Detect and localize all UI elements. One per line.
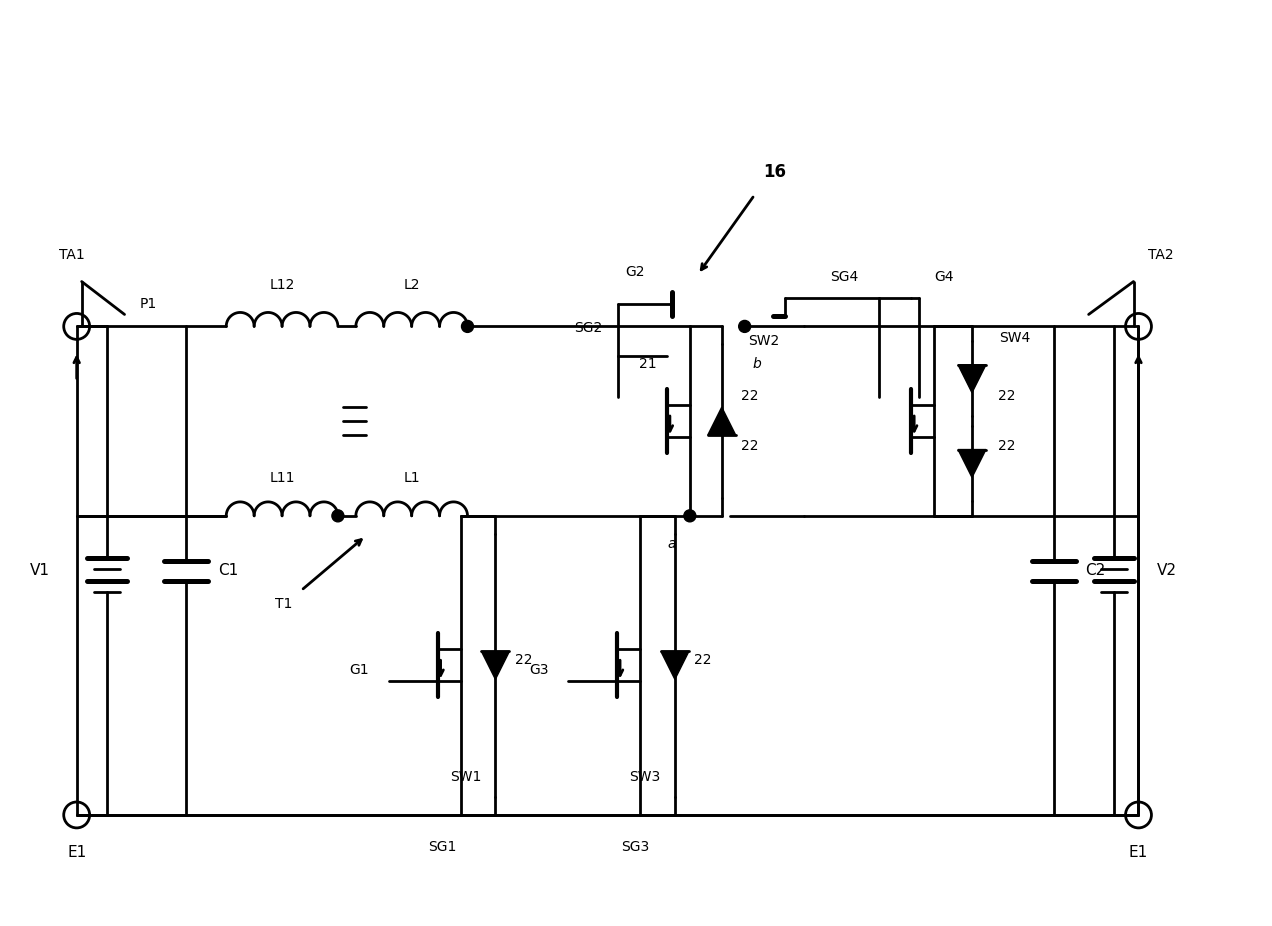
Circle shape [684, 510, 696, 522]
Text: V1: V1 [29, 563, 50, 578]
Text: L2: L2 [403, 278, 420, 292]
Text: 22: 22 [999, 439, 1015, 453]
Text: 22: 22 [695, 654, 711, 668]
Text: 22: 22 [740, 389, 758, 403]
Text: SW1: SW1 [450, 770, 481, 784]
Text: SG2: SG2 [574, 321, 602, 335]
Circle shape [739, 320, 750, 332]
Text: SG4: SG4 [831, 269, 859, 283]
Polygon shape [482, 651, 509, 680]
Text: SW4: SW4 [999, 332, 1030, 345]
Text: b: b [752, 357, 761, 371]
Polygon shape [958, 365, 986, 393]
Text: SW3: SW3 [630, 770, 660, 784]
Text: E1: E1 [1128, 845, 1149, 860]
Text: 16: 16 [763, 163, 786, 181]
Text: TA1: TA1 [59, 247, 84, 262]
Text: L12: L12 [270, 278, 295, 292]
Text: G3: G3 [529, 663, 548, 678]
Text: 22: 22 [740, 439, 758, 453]
Text: E1: E1 [67, 845, 86, 860]
Text: G1: G1 [350, 663, 369, 678]
Polygon shape [661, 651, 689, 680]
Polygon shape [958, 449, 986, 478]
Text: 21: 21 [639, 357, 656, 371]
Text: P1: P1 [140, 297, 156, 311]
Text: SW2: SW2 [748, 334, 778, 348]
Circle shape [332, 510, 343, 522]
Text: 22: 22 [515, 654, 532, 668]
Text: T1: T1 [275, 596, 293, 610]
Text: C1: C1 [218, 563, 238, 578]
Text: 22: 22 [999, 389, 1015, 403]
Text: G2: G2 [626, 265, 645, 279]
Text: SG3: SG3 [621, 840, 649, 854]
Text: V2: V2 [1156, 563, 1177, 578]
Text: L11: L11 [270, 471, 295, 485]
Text: L1: L1 [403, 471, 420, 485]
Text: C2: C2 [1085, 563, 1105, 578]
Text: SG1: SG1 [429, 840, 457, 854]
Polygon shape [707, 407, 735, 435]
Text: TA2: TA2 [1147, 247, 1173, 262]
Text: a: a [668, 537, 677, 551]
Circle shape [462, 320, 473, 332]
Text: G4: G4 [935, 269, 954, 283]
